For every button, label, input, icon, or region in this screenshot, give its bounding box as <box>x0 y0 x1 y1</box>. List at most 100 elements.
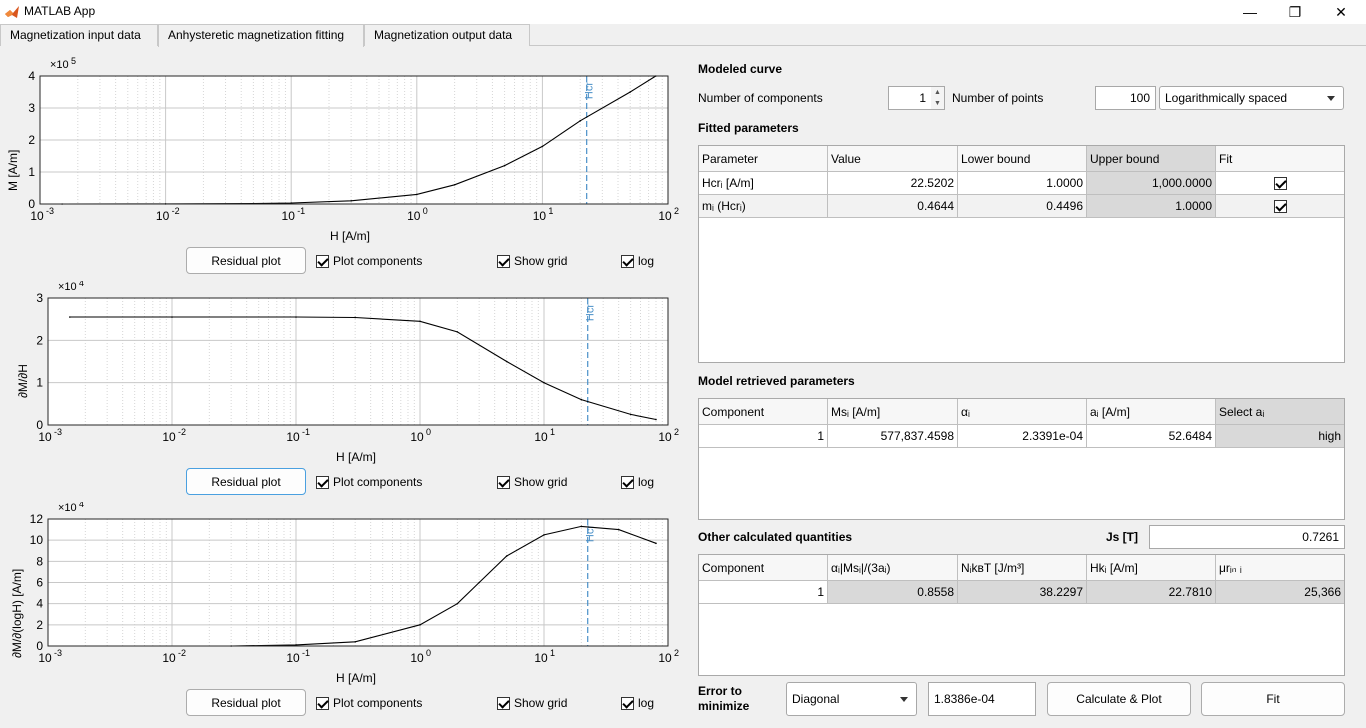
x-tick-exponent: -2 <box>172 206 180 216</box>
error-value-field[interactable]: 1.8386e-04 <box>928 682 1036 716</box>
lower-bound-cell[interactable]: 1.0000 <box>958 172 1087 195</box>
column-header[interactable]: Component <box>699 399 828 425</box>
error-type-value: Diagonal <box>792 692 840 706</box>
y-tick-label: 1 <box>36 376 43 390</box>
plot-components-checkbox-2[interactable]: Plot components <box>316 474 422 490</box>
error-to-minimize-label: Error to minimize <box>698 684 750 713</box>
x-tick-exponent: 1 <box>550 648 555 658</box>
data-point <box>456 331 459 333</box>
show-grid-checkbox-2[interactable]: Show grid <box>497 474 567 490</box>
column-header[interactable]: Fit <box>1216 146 1344 172</box>
column-header[interactable]: NᵢkʙT [J/m³] <box>958 555 1087 581</box>
axes-frame <box>39 75 669 205</box>
num-components-spinner[interactable]: ▲ ▼ <box>931 86 945 110</box>
column-header[interactable]: αᵢ <box>958 399 1087 425</box>
js-value-field[interactable]: 0.7261 <box>1149 525 1345 549</box>
log-checkbox-1[interactable]: log <box>621 253 654 269</box>
minimize-button[interactable]: — <box>1243 4 1257 20</box>
y-tick-label: 3 <box>36 291 43 305</box>
close-button[interactable]: ✕ <box>1335 3 1347 20</box>
select-a-cell[interactable]: high <box>1216 425 1344 448</box>
column-header[interactable]: Select aᵢ <box>1216 399 1344 425</box>
plot2-ylabel: ∂M/∂H <box>16 364 30 398</box>
y-tick-label: 4 <box>36 597 43 611</box>
lower-bound-cell[interactable]: 0.4496 <box>958 195 1087 218</box>
x-tick-label: 10 <box>658 430 672 444</box>
a-cell: 52.6484 <box>1087 425 1216 448</box>
table-row[interactable]: Hcrᵢ [A/m] 22.5202 1.0000 1,000.0000 <box>699 172 1344 195</box>
fit-checkbox[interactable] <box>1216 195 1344 218</box>
fit-checkbox[interactable] <box>1216 172 1344 195</box>
x-tick-label: 10 <box>658 651 672 665</box>
data-point <box>503 164 506 167</box>
log-checkbox-2[interactable]: log <box>621 474 654 490</box>
value-cell[interactable]: 0.4644 <box>828 195 958 218</box>
column-header[interactable]: Parameter <box>699 146 828 172</box>
column-header[interactable]: Msᵢ [A/m] <box>828 399 958 425</box>
num-components-input[interactable]: 1 <box>888 86 932 110</box>
column-header[interactable]: μrᵢₙ ᵢ <box>1216 555 1344 581</box>
axes-frame <box>47 297 669 426</box>
checkbox-checked-icon <box>621 254 634 268</box>
column-header[interactable]: aᵢ [A/m] <box>1087 399 1216 425</box>
data-point <box>419 624 421 626</box>
x-tick-label: 10 <box>162 430 176 444</box>
table-row[interactable]: 1 577,837.4598 2.3391e-04 52.6484 high <box>699 425 1344 448</box>
upper-bound-cell[interactable]: 1,000.0000 <box>1087 172 1216 195</box>
log-label: log <box>638 696 655 710</box>
y-tick-label: 0 <box>36 418 43 432</box>
error-type-dropdown[interactable]: Diagonal <box>786 682 917 716</box>
residual-plot-button-3[interactable]: Residual plot <box>186 689 306 716</box>
y-tick-label: 1 <box>28 165 35 179</box>
data-point <box>617 528 620 531</box>
column-header[interactable]: Upper bound <box>1087 146 1216 172</box>
plot3-ylabel: ∂M/∂(logH) [A/m] <box>10 568 24 658</box>
column-header[interactable]: αᵢ|Msᵢ|/(3aᵢ) <box>828 555 958 581</box>
data-point <box>290 202 293 204</box>
column-header[interactable]: Value <box>828 146 958 172</box>
restore-button[interactable]: ❐ <box>1288 3 1302 20</box>
column-header[interactable]: Hkᵢ [A/m] <box>1087 555 1216 581</box>
show-grid-checkbox-3[interactable]: Show grid <box>497 695 567 711</box>
spacing-dropdown[interactable]: Logarithmically spaced <box>1159 86 1344 110</box>
x-tick-exponent: 2 <box>674 648 679 658</box>
tab-magnetization-input-data[interactable]: Magnetization input data <box>0 24 158 46</box>
table-row[interactable]: mᵢ (Hcrᵢ) 0.4644 0.4496 1.0000 <box>699 195 1344 218</box>
y-tick-label: 0 <box>28 197 35 211</box>
calculate-plot-button[interactable]: Calculate & Plot <box>1047 682 1191 716</box>
show-grid-label: Show grid <box>514 475 568 489</box>
column-header[interactable]: Component <box>699 555 828 581</box>
show-grid-checkbox-1[interactable]: Show grid <box>497 253 567 269</box>
checkbox-checked-icon <box>1273 199 1287 213</box>
y-tick-label: 8 <box>36 554 43 568</box>
fit-button[interactable]: Fit <box>1201 682 1345 716</box>
x-tick-label: 10 <box>38 430 52 444</box>
plot-components-checkbox-3[interactable]: Plot components <box>316 695 422 711</box>
checkbox-checked-icon <box>621 696 634 710</box>
y-exponent-label: ×10 <box>58 502 77 514</box>
log-checkbox-3[interactable]: log <box>621 695 654 711</box>
plot3-panel: 0 2 4 6 8 10 12 10 -3 10 -2 10 -1 10 0 10 1 10 2 ×10 4 Hcr H … <box>0 502 690 688</box>
other-quantities-table: Component αᵢ|Msᵢ|/(3aᵢ) NᵢkʙT [J/m³] Hkᵢ… <box>698 554 1345 676</box>
upper-bound-cell[interactable]: 1.0000 <box>1087 195 1216 218</box>
column-header[interactable]: Lower bound <box>958 146 1087 172</box>
spinner-up-icon[interactable]: ▲ <box>934 89 941 96</box>
residual-plot-button-2[interactable]: Residual plot <box>186 468 306 495</box>
tab-magnetization-output-data[interactable]: Magnetization output data <box>364 24 530 46</box>
data-point <box>354 640 356 643</box>
spinner-down-icon[interactable]: ▼ <box>934 100 941 107</box>
x-tick-label: 10 <box>534 651 548 665</box>
plot1-panel: 0 1 2 3 4 10 -3 10 -2 10 -1 10 0 10 1 10 2 ×10 5 Hcr H [A/m… <box>0 46 690 246</box>
tab-anhysteretic-fitting[interactable]: Anhysteretic magnetization fitting <box>158 24 364 47</box>
table-row[interactable]: 1 0.8558 38.2297 22.7810 25,366 <box>699 581 1344 604</box>
retrieved-parameters-title: Model retrieved parameters <box>698 374 855 388</box>
data-point <box>478 581 480 584</box>
value-cell[interactable]: 22.5202 <box>828 172 958 195</box>
value-cell: 25,366 <box>1216 581 1344 604</box>
residual-plot-button-1[interactable]: Residual plot <box>186 247 306 274</box>
num-points-input[interactable]: 100 <box>1095 86 1156 110</box>
plot-components-checkbox-1[interactable]: Plot components <box>316 253 422 269</box>
